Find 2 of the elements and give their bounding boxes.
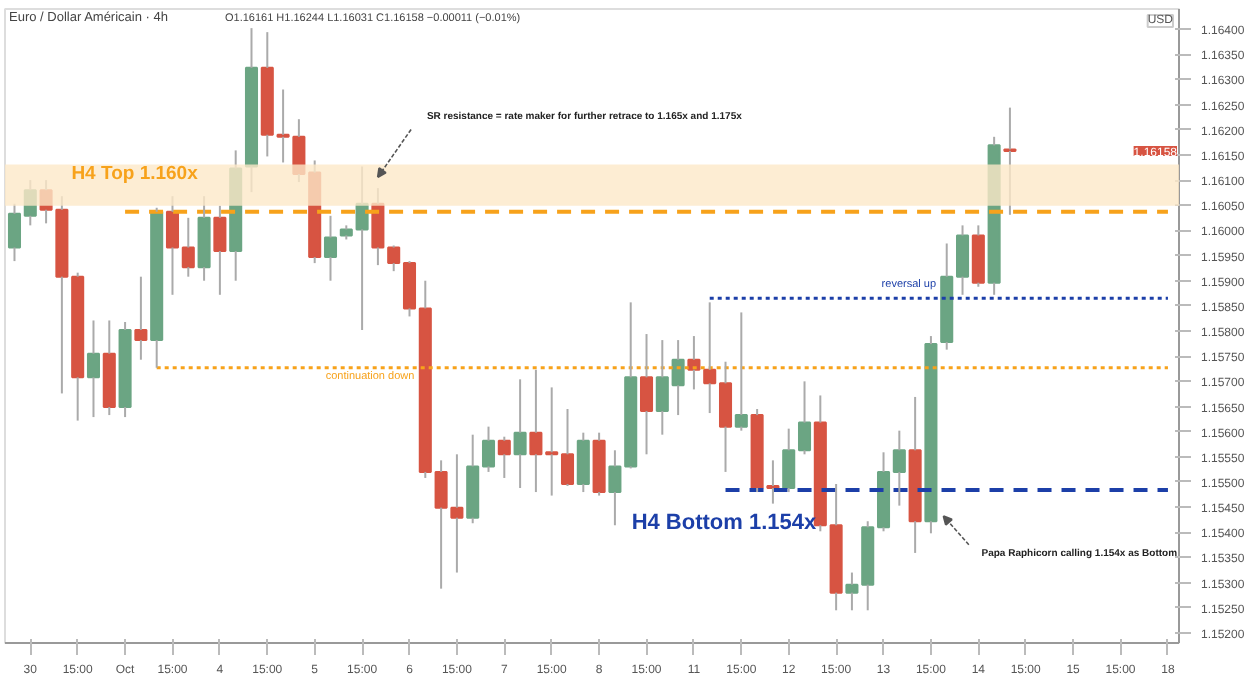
annotation: H4 Top 1.160x bbox=[71, 162, 200, 185]
annotation: H4 Bottom 1.154x bbox=[631, 510, 819, 535]
